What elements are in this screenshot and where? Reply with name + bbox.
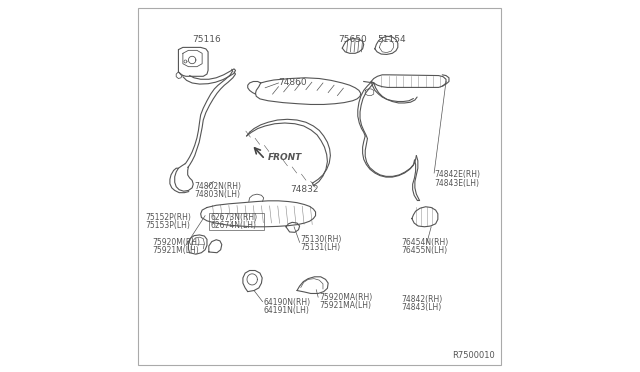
Text: 75921M(LH): 75921M(LH) <box>152 246 199 255</box>
Text: 74843E(LH): 74843E(LH) <box>434 179 479 187</box>
Text: 62673N(RH): 62673N(RH) <box>211 213 258 222</box>
Text: 75130(RH): 75130(RH) <box>301 235 342 244</box>
Text: 76455N(LH): 76455N(LH) <box>401 246 447 255</box>
Text: 74832: 74832 <box>291 185 319 194</box>
Text: 74860: 74860 <box>278 78 307 87</box>
Text: FRONT: FRONT <box>268 153 301 161</box>
Text: 51154: 51154 <box>378 35 406 44</box>
Text: 74842E(RH): 74842E(RH) <box>434 170 480 179</box>
Text: 75921MA(LH): 75921MA(LH) <box>319 301 371 310</box>
Text: 64191N(LH): 64191N(LH) <box>264 307 310 315</box>
Text: 75116: 75116 <box>192 35 221 44</box>
Text: R7500010: R7500010 <box>452 351 495 360</box>
Text: 74842(RH): 74842(RH) <box>401 295 443 304</box>
Text: 64190N(RH): 64190N(RH) <box>264 298 311 307</box>
Text: 75920M(RH): 75920M(RH) <box>152 238 200 247</box>
Text: 75650: 75650 <box>338 35 367 44</box>
Text: 75153P(LH): 75153P(LH) <box>146 221 191 230</box>
Text: 74803N(LH): 74803N(LH) <box>194 190 240 199</box>
Text: 75152P(RH): 75152P(RH) <box>146 213 192 222</box>
Text: 75920MA(RH): 75920MA(RH) <box>319 293 372 302</box>
Text: 75131(LH): 75131(LH) <box>301 243 341 252</box>
Bar <box>209 213 264 231</box>
Text: 74802N(RH): 74802N(RH) <box>194 182 241 190</box>
Text: 74843(LH): 74843(LH) <box>401 303 442 312</box>
Text: 62674N(LH): 62674N(LH) <box>211 221 257 230</box>
Text: 76454N(RH): 76454N(RH) <box>401 238 449 247</box>
